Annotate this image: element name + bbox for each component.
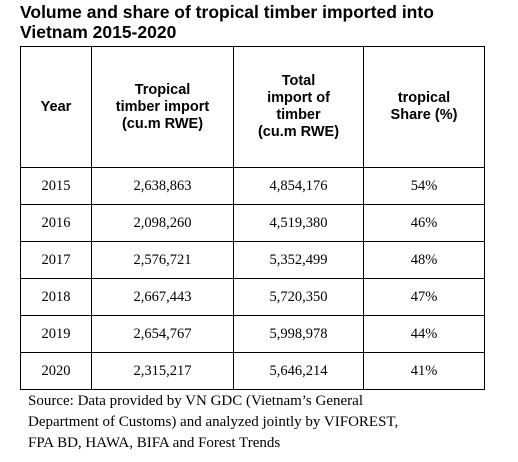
cell-tropical-share: 46% (363, 204, 485, 242)
header-line: Total (281, 73, 316, 89)
header-line: tropical (397, 90, 451, 106)
document-title: Volume and share of tropical timber impo… (20, 2, 516, 42)
cell-year: 2015 (20, 167, 92, 205)
cell-total-import: 4,519,380 (233, 204, 364, 242)
header-total-import: Total import of timber (cu.m RWE) (233, 46, 364, 168)
cell-year: 2018 (20, 278, 92, 316)
cell-tropical-import: 2,098,260 (91, 204, 234, 242)
cell-total-import: 4,854,176 (233, 167, 364, 205)
cell-year: 2020 (20, 352, 92, 390)
cell-tropical-share: 41% (363, 352, 485, 390)
header-line: timber import (115, 98, 210, 115)
table-row: 2017 2,576,721 5,352,499 48% (20, 241, 485, 279)
source-line: FPA BD, HAWA, BIFA and Forest Trends (28, 435, 281, 451)
cell-tropical-import: 2,576,721 (91, 241, 234, 279)
cell-total-import: 5,998,978 (233, 315, 364, 353)
table-row: 2016 2,098,260 4,519,380 46% (20, 204, 485, 242)
header-line: Share (%) (390, 107, 458, 123)
source-note: Source: Data provided by VN GDC (Vietnam… (28, 391, 516, 454)
cell-tropical-import: 2,667,443 (91, 278, 234, 316)
cell-year: 2016 (20, 204, 92, 242)
table-row: 2019 2,654,767 5,998,978 44% (20, 315, 485, 353)
table-row: 2020 2,315,217 5,646,214 41% (20, 352, 485, 390)
source-line: Department of Customs) and analyzed join… (28, 414, 399, 430)
table-header-row: Year Tropical timber import (cu.m RWE) T… (20, 46, 485, 168)
cell-tropical-import: 2,638,863 (91, 167, 234, 205)
header-year: Year (20, 46, 92, 168)
cell-total-import: 5,646,214 (233, 352, 364, 390)
header-line: (cu.m RWE) (121, 115, 204, 132)
cell-year: 2019 (20, 315, 92, 353)
cell-tropical-import: 2,315,217 (91, 352, 234, 390)
header-line: import of (267, 90, 330, 106)
timber-import-table: Year Tropical timber import (cu.m RWE) T… (20, 46, 485, 390)
cell-tropical-share: 44% (363, 315, 485, 353)
cell-year: 2017 (20, 241, 92, 279)
header-line: Tropical (134, 81, 191, 98)
header-tropical-share: tropical Share (%) (363, 46, 485, 168)
cell-tropical-share: 54% (363, 167, 485, 205)
title-line-1: Volume and share of tropical timber impo… (20, 2, 434, 22)
header-tropical-import: Tropical timber import (cu.m RWE) (91, 46, 234, 168)
table-row: 2018 2,667,443 5,720,350 47% (20, 278, 485, 316)
cell-tropical-import: 2,654,767 (91, 315, 234, 353)
cell-total-import: 5,352,499 (233, 241, 364, 279)
table-row: 2015 2,638,863 4,854,176 54% (20, 167, 485, 205)
header-line: (cu.m RWE) (257, 124, 340, 140)
cell-total-import: 5,720,350 (233, 278, 364, 316)
title-line-2: Vietnam 2015-2020 (20, 22, 177, 42)
header-line: timber (276, 107, 321, 123)
source-line: Source: Data provided by VN GDC (Vietnam… (28, 393, 363, 409)
cell-tropical-share: 47% (363, 278, 485, 316)
cell-tropical-share: 48% (363, 241, 485, 279)
header-line: Year (40, 98, 72, 115)
